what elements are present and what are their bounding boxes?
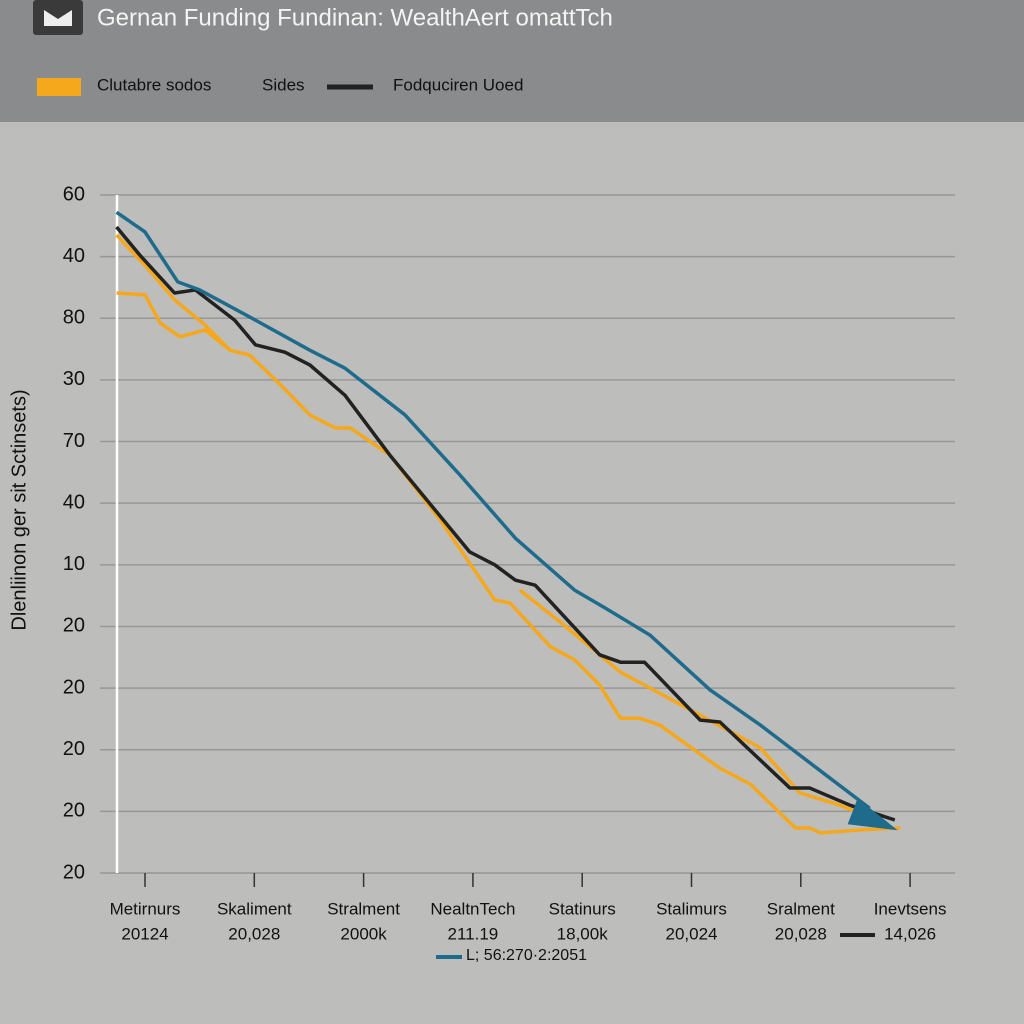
x-tick-label: Statinurs <box>549 899 616 918</box>
x-tick-sublabel: 20,028 <box>228 924 280 943</box>
y-tick-label: 10 <box>63 553 85 575</box>
x-tick-sublabel: 2000k <box>340 924 387 943</box>
y-tick-label: 20 <box>63 861 85 883</box>
trend-arrow <box>847 798 898 831</box>
y-tick-label: 20 <box>63 676 85 698</box>
legend-label: Fodquciren Uoed <box>393 75 523 94</box>
app-icon <box>33 0 83 35</box>
x-tick-label: NealtnTech <box>430 899 515 918</box>
x-tick-label: Inevtsens <box>874 899 947 918</box>
x-tick-label: Skaliment <box>217 899 292 918</box>
series-line <box>115 210 871 810</box>
y-tick-label: 20 <box>63 738 85 760</box>
y-tick-label: 40 <box>63 245 85 267</box>
y-axis-label: Dlenliinon ger sit Sctinsets) <box>8 389 30 630</box>
y-tick-label: 20 <box>63 615 85 637</box>
header-band <box>0 0 1024 122</box>
x-tick-sublabel: 14,026 <box>884 924 936 943</box>
x-tick-label: Sralment <box>767 899 835 918</box>
series-line <box>115 233 901 835</box>
x-tick-sublabel: 20,028 <box>775 924 827 943</box>
x-tick-sublabel: 18,00k <box>557 924 609 943</box>
y-tick-label: 60 <box>63 183 85 205</box>
x-tick-label: Stralment <box>327 899 400 918</box>
x-tick-sublabel: 211.19 <box>448 924 499 943</box>
legend-label: L; 56:270·2:2051 <box>466 947 587 964</box>
y-tick-label: 70 <box>63 430 85 452</box>
y-tick-label: 30 <box>63 368 85 390</box>
legend-swatch <box>37 78 81 96</box>
legend-label: Clutabre sodos <box>97 75 211 94</box>
y-tick-label: 20 <box>63 800 85 822</box>
chart-title: Gernan Funding Fundinan: WealthAert omat… <box>97 4 613 31</box>
x-tick-label: Metirnurs <box>110 899 181 918</box>
y-tick-label: 40 <box>63 491 85 513</box>
x-tick-sublabel: 20,024 <box>666 924 718 943</box>
x-tick-label: Stalimurs <box>656 899 727 918</box>
series-line <box>115 225 896 822</box>
legend-note: Sides <box>262 75 305 94</box>
app-icon-glyph <box>44 10 72 26</box>
y-tick-label: 80 <box>63 307 85 329</box>
x-tick-sublabel: 20124 <box>121 924 168 943</box>
